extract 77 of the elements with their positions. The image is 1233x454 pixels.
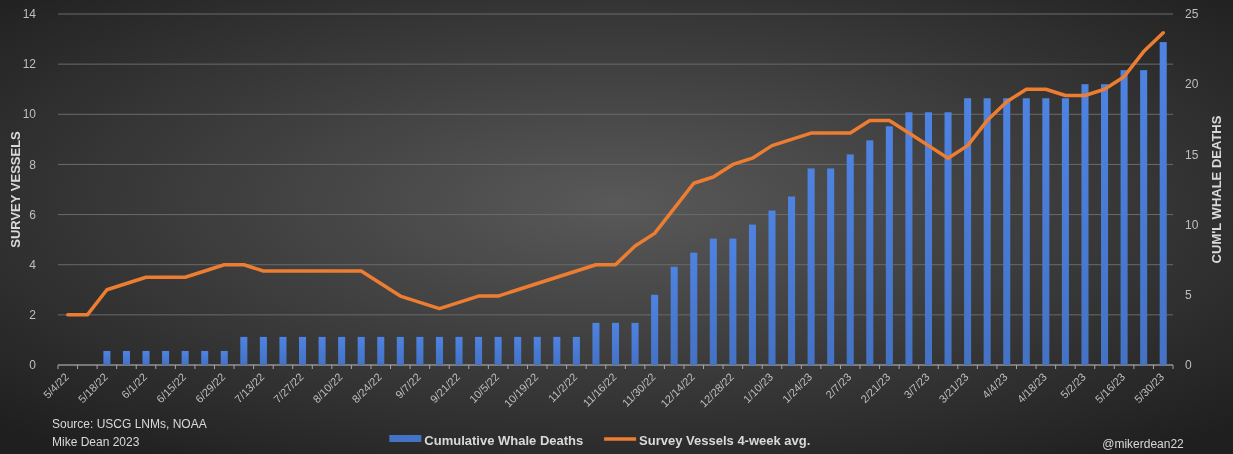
bar xyxy=(416,336,424,365)
bar xyxy=(338,336,346,365)
bar xyxy=(846,154,854,365)
y-tick-label: 12 xyxy=(22,57,37,72)
bar xyxy=(240,336,248,365)
bar xyxy=(142,350,150,365)
bar xyxy=(572,336,580,365)
bar xyxy=(670,266,678,365)
y-tick-label: 14 xyxy=(22,7,37,22)
bar xyxy=(162,350,170,365)
text: @mikerdean22 xyxy=(1102,437,1185,451)
bar xyxy=(748,224,756,365)
y-tick-label: 10 xyxy=(22,107,37,122)
bar xyxy=(827,168,835,365)
bar xyxy=(181,350,189,365)
bar xyxy=(533,336,541,365)
bar xyxy=(1022,98,1030,365)
bar xyxy=(494,336,502,365)
bar xyxy=(788,196,796,365)
bar xyxy=(299,336,307,365)
y-tick-label: 6 xyxy=(29,207,37,222)
y2-tick-label: 25 xyxy=(1185,7,1199,22)
y2-tick-label: 20 xyxy=(1185,77,1199,92)
y2-axis-title: CUM'L WHALE DEATHS xyxy=(1209,115,1224,264)
bar xyxy=(944,112,952,365)
bar xyxy=(1061,98,1069,365)
bar xyxy=(1159,42,1167,365)
bar xyxy=(318,336,326,365)
bar xyxy=(807,168,815,365)
bar xyxy=(885,126,893,365)
bar xyxy=(553,336,561,365)
bar xyxy=(279,336,287,365)
bar xyxy=(1042,98,1050,365)
bar xyxy=(455,336,463,365)
bar xyxy=(357,336,365,365)
bar xyxy=(592,322,600,365)
bar xyxy=(201,350,209,365)
bar xyxy=(377,336,385,365)
bar xyxy=(905,112,913,365)
bar xyxy=(983,98,991,365)
bar xyxy=(611,322,620,365)
bar xyxy=(1003,98,1011,365)
line-series xyxy=(66,31,1165,317)
y-tick-label: 2 xyxy=(29,308,37,323)
y-axis-title: SURVEY VESSELS xyxy=(8,130,23,248)
bar xyxy=(651,294,659,365)
bar xyxy=(1120,70,1128,365)
legend-label: Survey Vessels 4-week avg. xyxy=(639,432,811,448)
bar xyxy=(690,252,698,365)
bar xyxy=(396,336,404,365)
y2-tick-label: 0 xyxy=(1185,358,1192,373)
y2-tick-label: 15 xyxy=(1185,147,1199,162)
y2-tick-label: 10 xyxy=(1185,217,1199,232)
bar xyxy=(709,238,717,365)
bar xyxy=(475,336,483,365)
bar xyxy=(964,98,972,365)
y2-tick-label: 5 xyxy=(1185,288,1192,302)
bar xyxy=(1140,70,1148,365)
bar xyxy=(729,238,737,365)
bar xyxy=(924,112,932,365)
bar xyxy=(103,350,111,365)
bar xyxy=(631,322,639,365)
y-tick-label: 4 xyxy=(29,257,37,272)
y-tick-label: 0 xyxy=(29,358,37,373)
bar xyxy=(866,140,874,365)
bar xyxy=(435,336,443,365)
bar xyxy=(768,210,776,365)
bar xyxy=(1081,84,1089,365)
bar xyxy=(122,350,130,365)
text: Mike Dean 2023 xyxy=(52,435,140,449)
bar xyxy=(259,336,267,365)
bar xyxy=(1101,84,1109,365)
y-tick-label: 8 xyxy=(29,157,37,172)
source-note: Source: USCG LNMs, NOAA xyxy=(52,417,207,431)
bar xyxy=(514,336,522,365)
bar xyxy=(220,350,228,365)
legend-label: Cumulative Whale Deaths xyxy=(424,432,584,448)
